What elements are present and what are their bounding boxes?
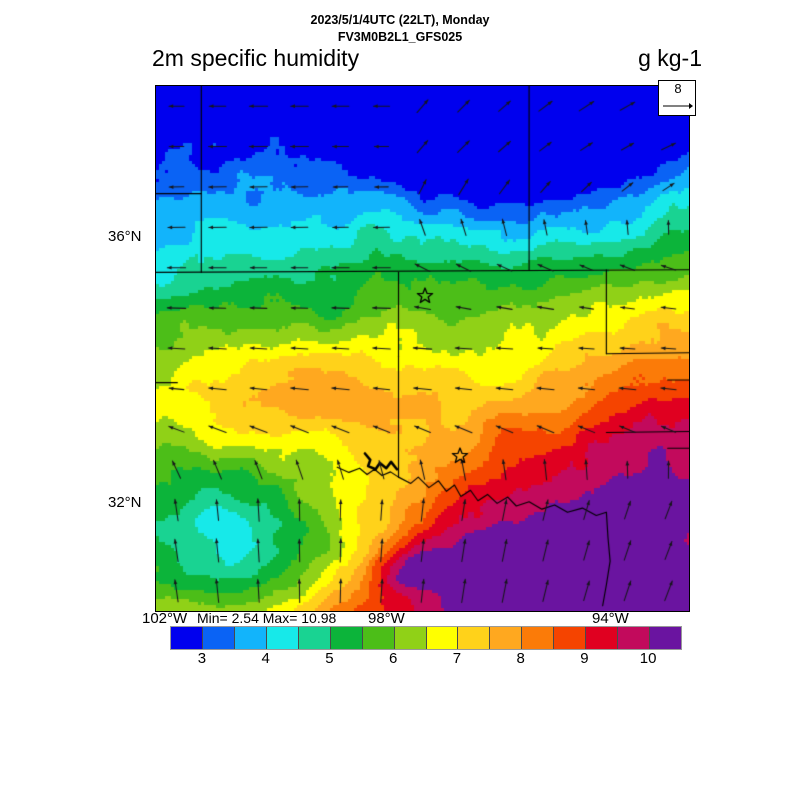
colorbar-swatch [234,627,267,649]
lon-label-102w: 102°W [142,610,188,627]
vector-scale-legend: 8 [658,80,696,116]
colorbar-tick: 10 [639,650,657,667]
colorbar-swatch [426,627,459,649]
lat-label-36n: 36°N [108,228,142,245]
title-model: FV3M0B2L1_GFS025 [337,30,463,44]
reference-arrow-icon [663,103,693,109]
colorbar-swatch [330,627,363,649]
colorbar-swatch [202,627,235,649]
lon-label-98w: 98°W [368,610,405,627]
colorbar-swatch [362,627,395,649]
colorbar-swatch [171,627,203,649]
map-plot-area [155,85,690,612]
colorbar-swatch [266,627,299,649]
colorbar-swatch [458,627,491,649]
title-variable: 2m specific humidity [152,45,360,71]
colorbar-swatch [298,627,331,649]
colorbar-swatch [650,627,681,649]
colorbar-tick: 8 [516,650,525,667]
lat-label-32n: 32°N [108,494,142,511]
colorbar-tick: 7 [452,650,462,667]
colorbar-swatch [618,627,651,649]
colorbar-tick: 3 [197,650,207,667]
colorbar-swatch [394,627,427,649]
colorbar-tick: 6 [388,650,398,667]
colorbar-swatch [522,627,555,649]
colorbar-tick: 4 [261,650,270,667]
colorbar [170,626,682,650]
colorbar-tick-labels: 3 4 5 6 7 8 9 10 [170,650,680,670]
colorbar-tick: 5 [325,650,334,667]
title-units: g kg-1 [638,45,702,71]
humidity-field-canvas [156,86,689,611]
vector-legend-value: 8 [674,81,682,96]
title-datetime: 2023/5/1/4UTC (22LT), Monday [310,13,490,27]
colorbar-swatch [586,627,619,649]
colorbar-swatch [490,627,523,649]
colorbar-tick: 9 [580,650,589,667]
lon-label-94w: 94°W [592,610,629,627]
colorbar-swatch [554,627,587,649]
minmax-annotation: Min= 2.54 Max= 10.98 [197,610,337,626]
